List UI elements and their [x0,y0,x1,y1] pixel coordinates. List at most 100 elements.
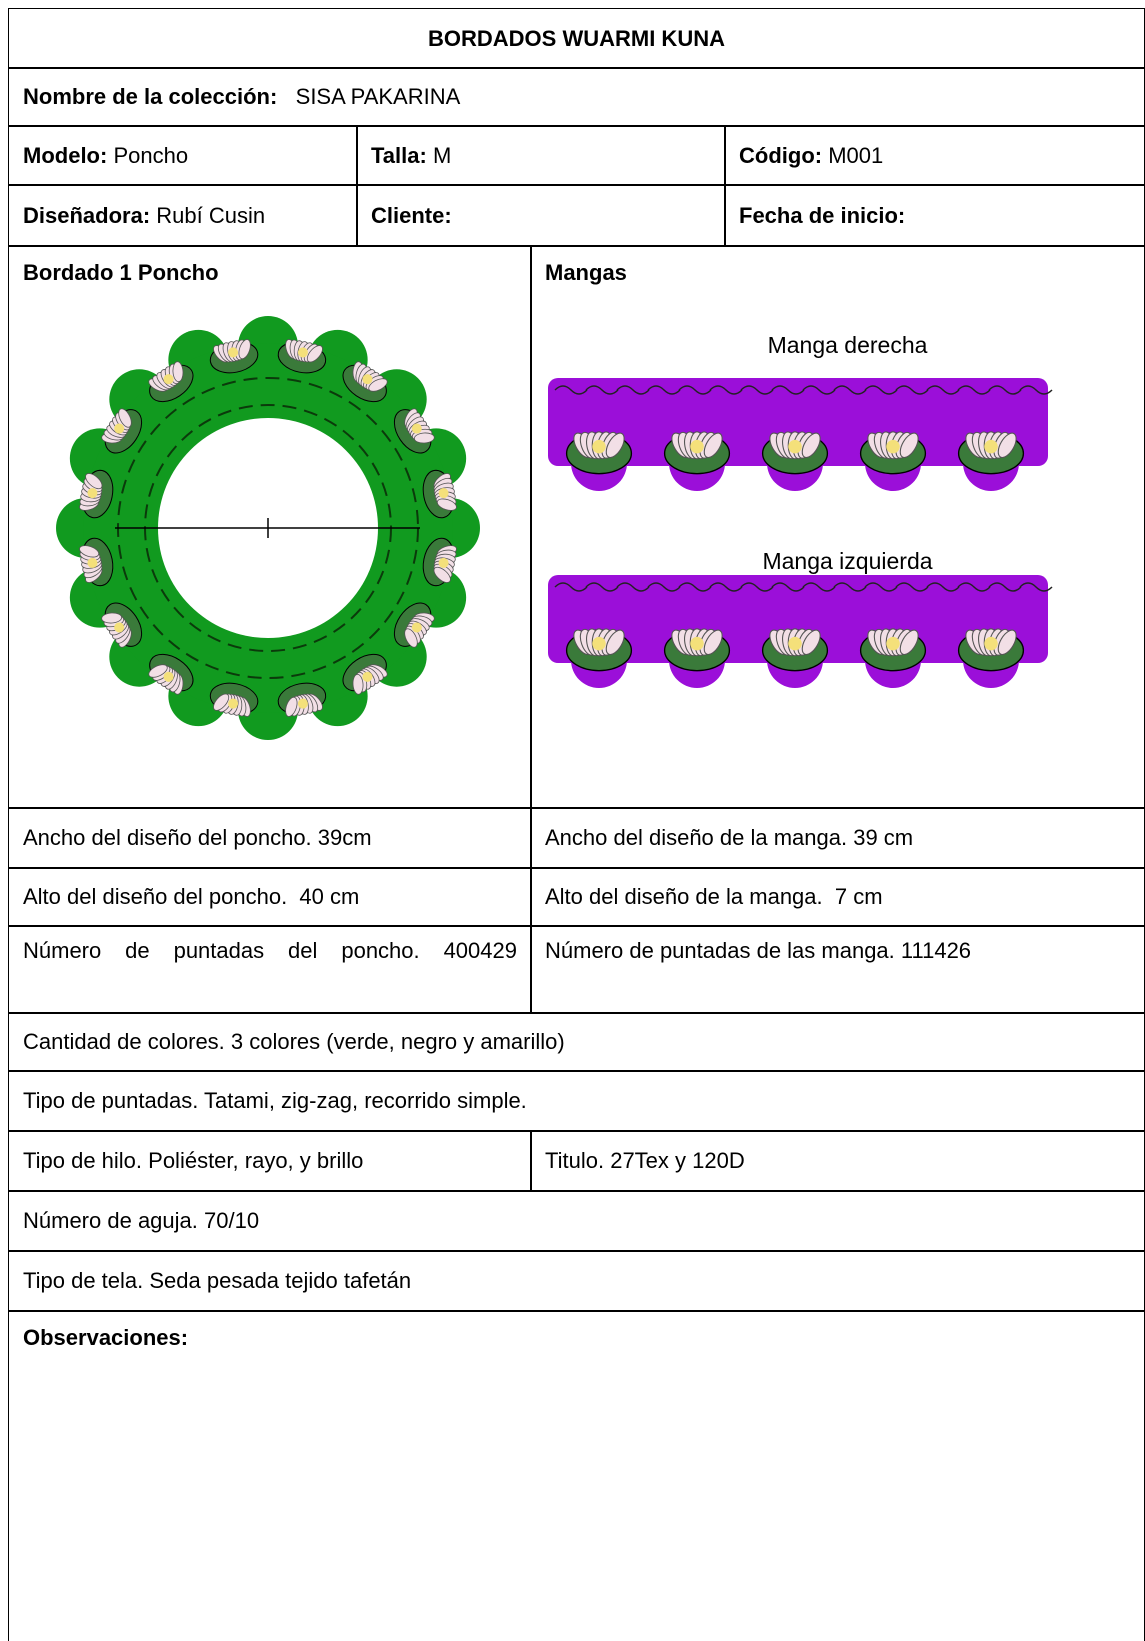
spec-cell: Titulo. 27Tex y 120D [530,1130,1145,1192]
wave [957,385,991,395]
label: Código: [739,142,823,168]
lotus [393,602,435,648]
center [228,347,239,358]
title-cell: BORDADOS WUARMI KUNA [8,8,1145,69]
petal [118,408,132,428]
value: M001 [828,142,884,168]
center [362,671,373,682]
wave [647,385,681,395]
wave [585,582,619,592]
center [163,671,174,682]
petal [997,629,1017,656]
value: M [432,142,452,168]
spec: Tipo de hilo. Poliéster, rayo, y brillo [23,1148,364,1173]
label: Cliente: [371,202,452,228]
lotus [277,682,327,717]
petal [85,473,103,490]
wave [709,385,743,395]
spec: Ancho del diseño de la manga. 39 cm [545,825,914,850]
spec: Número de puntadas de las manga. 111426 [545,938,972,963]
observations-label: Observaciones: [23,1325,189,1350]
center [984,439,998,454]
lotus [209,682,259,717]
spec-cell: Ancho del diseño del poncho. 39cm [8,807,532,869]
petal [285,696,298,717]
info-cell: Modelo: Poncho [8,125,358,186]
poncho-cell: Bordado 1 Poncho [8,245,532,809]
wave [864,582,898,592]
center [297,698,308,709]
spec: Número de aguja. 70/10 [23,1208,260,1233]
lotus [342,361,388,403]
lotus [209,339,259,374]
info-cell: Cliente: [356,184,726,247]
wave [647,582,681,592]
lotus [79,469,114,519]
spec: Titulo. 27Tex y 120D [545,1148,745,1173]
lotus [565,628,633,672]
spec: Alto del diseño del poncho. 40 cm [23,884,360,909]
lotus [422,537,457,587]
wave [802,582,836,592]
spec: Alto del diseño de la manga. 7 cm [545,884,883,909]
lotus [393,408,435,454]
petal [801,432,821,459]
petal [404,628,418,648]
petal [703,629,723,656]
spec: Número de puntadas del poncho. 400429 [23,938,517,963]
wave [926,582,960,592]
petal [352,673,364,695]
collection-cell: Nombre de la colección: SISA PAKARINA [8,67,1145,127]
lotus [859,431,927,475]
label: Fecha de inicio: [739,202,906,228]
info-cell: Fecha de inicio: [724,184,1145,247]
lotus [148,361,194,403]
lotus [859,628,927,672]
center [984,636,998,651]
info-cell: Código: M001 [724,125,1145,186]
center [788,636,802,651]
wave [895,385,929,395]
petal [238,339,251,360]
petal [79,545,100,558]
lotus [957,628,1025,672]
wave [988,582,1022,592]
center [788,439,802,454]
center [228,698,239,709]
center [114,622,125,633]
label: Modelo: [23,142,108,168]
wave [895,582,929,592]
wave [678,385,712,395]
center [438,557,449,568]
spec-cell: Número de puntadas del poncho. 400429 [8,925,532,1014]
center [592,439,606,454]
spec: Cantidad de colores. 3 colores (verde, n… [23,1029,565,1054]
wave [1019,385,1053,395]
lotus [148,653,194,695]
wave [678,582,712,592]
info-cell: Talla: M [356,125,726,186]
lotus [565,431,633,475]
lotus [422,469,457,519]
petal [413,432,435,444]
value: Poncho [113,142,189,168]
center [87,488,98,499]
center [438,488,449,499]
wave [833,582,867,592]
wave [988,385,1022,395]
sleeve-caption: Manga izquierda [530,536,1145,586]
wave [771,582,805,592]
spec: Tipo de puntadas. Tatami, zig-zag, recor… [23,1088,527,1113]
spec: Ancho del diseño del poncho. 39cm [23,825,372,850]
wave [926,385,960,395]
petal [801,629,821,656]
center [886,636,900,651]
center [886,439,900,454]
lotus [101,408,143,454]
sleeves-title: Mangas [545,260,627,285]
petal [306,345,323,363]
center [592,636,606,651]
lotus [761,628,829,672]
label: Nombre de la colección: [23,84,278,109]
